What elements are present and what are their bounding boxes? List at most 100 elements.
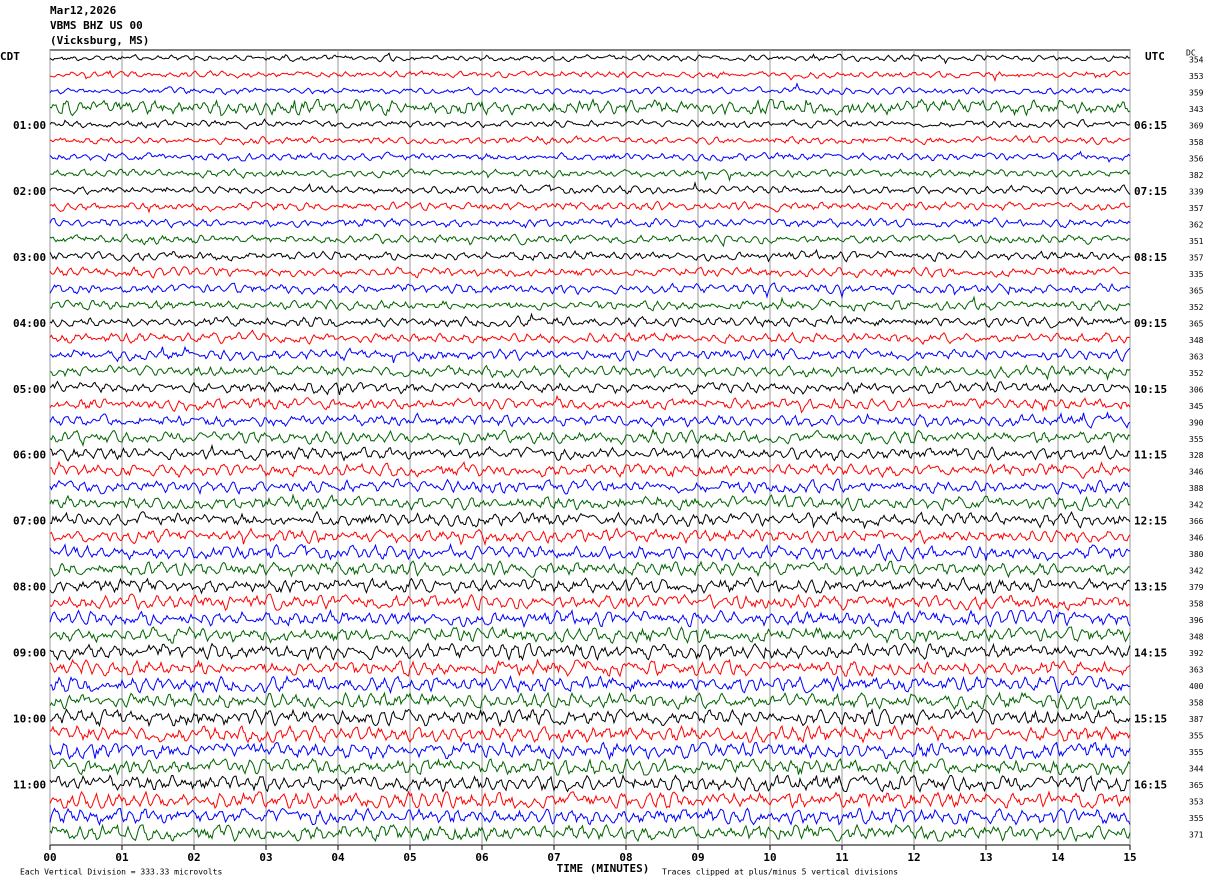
left-time-label: 11:00 — [13, 779, 46, 792]
dc-value: 348 — [1189, 633, 1204, 642]
trace — [49, 52, 1131, 65]
x-tick-label: 01 — [115, 851, 129, 864]
dc-value: 355 — [1189, 748, 1204, 757]
dc-value: 366 — [1189, 517, 1204, 526]
dc-value: 355 — [1189, 435, 1204, 444]
dc-value: 356 — [1189, 154, 1204, 163]
x-tick-label: 02 — [187, 851, 200, 864]
dc-value: 352 — [1189, 303, 1204, 312]
x-tick-label: 08 — [619, 851, 632, 864]
dc-value: 346 — [1189, 534, 1204, 543]
trace — [49, 181, 1131, 196]
trace — [49, 266, 1131, 279]
left-time-label: 08:00 — [13, 581, 46, 594]
trace — [49, 118, 1131, 130]
trace — [49, 674, 1131, 695]
x-tick-label: 07 — [547, 851, 560, 864]
left-time-label: 03:00 — [13, 251, 46, 264]
dc-value: 342 — [1189, 567, 1204, 576]
title-station: VBMS BHZ US 00 — [50, 19, 143, 32]
right-time-label: 06:15 — [1134, 119, 1167, 132]
x-tick-label: 10 — [763, 851, 776, 864]
right-time-label: 14:15 — [1134, 647, 1167, 660]
dc-value: 365 — [1189, 286, 1204, 295]
trace — [49, 527, 1131, 547]
left-time-label: 09:00 — [13, 647, 46, 660]
trace — [49, 493, 1130, 512]
dc-value: 363 — [1189, 666, 1204, 675]
dc-value: 335 — [1189, 270, 1204, 279]
trace — [49, 642, 1131, 662]
right-time-label: 09:15 — [1134, 317, 1167, 330]
right-time-label: 11:15 — [1134, 449, 1167, 462]
trace — [49, 380, 1131, 396]
trace — [49, 625, 1131, 645]
x-tick-label: 04 — [331, 851, 345, 864]
trace — [49, 345, 1131, 363]
dc-value: 365 — [1189, 781, 1204, 790]
trace — [49, 773, 1131, 793]
trace — [49, 69, 1131, 83]
right-time-label: 15:15 — [1134, 713, 1167, 726]
trace — [49, 200, 1131, 214]
dc-value: 344 — [1189, 765, 1204, 774]
trace — [49, 658, 1131, 678]
trace — [49, 593, 1131, 612]
dc-value: 382 — [1189, 171, 1204, 180]
dc-value: 371 — [1189, 831, 1204, 840]
trace — [49, 248, 1131, 263]
trace — [49, 741, 1131, 761]
dc-value: 396 — [1189, 616, 1204, 625]
left-time-label: 05:00 — [13, 383, 46, 396]
x-tick-label: 03 — [259, 851, 272, 864]
trace — [49, 295, 1131, 312]
trace — [49, 790, 1131, 810]
x-tick-label: 15 — [1123, 851, 1136, 864]
x-tick-label: 05 — [403, 851, 416, 864]
dc-value: 339 — [1189, 187, 1204, 196]
x-tick-label: 09 — [691, 851, 704, 864]
trace — [49, 282, 1131, 299]
trace — [49, 757, 1131, 776]
trace — [49, 691, 1131, 711]
dc-value: 400 — [1189, 682, 1204, 691]
dc-value: 365 — [1189, 319, 1204, 328]
right-time-label: 13:15 — [1134, 581, 1167, 594]
dc-value: 352 — [1189, 369, 1204, 378]
trace — [49, 807, 1131, 826]
x-axis-label: TIME (MINUTES) — [557, 862, 650, 875]
dc-value: 359 — [1189, 88, 1204, 97]
title-date: Mar12,2026 — [50, 4, 117, 17]
dc-value: 348 — [1189, 336, 1204, 345]
dc-value: 357 — [1189, 253, 1204, 262]
dc-value: 387 — [1189, 715, 1204, 724]
dc-label: DC — [1186, 49, 1196, 58]
dc-value: 392 — [1189, 649, 1204, 658]
trace — [49, 217, 1131, 229]
trace — [49, 150, 1131, 163]
x-tick-label: 11 — [835, 851, 849, 864]
footer-right: Traces clipped at plus/minus 5 vertical … — [662, 868, 898, 877]
trace — [49, 724, 1131, 744]
dc-value: 357 — [1189, 204, 1204, 213]
dc-value: 369 — [1189, 121, 1204, 130]
left-time-label: 10:00 — [13, 713, 46, 726]
dc-value: 354 — [1189, 56, 1204, 65]
dc-value: 353 — [1189, 798, 1204, 807]
dc-value: 342 — [1189, 501, 1204, 510]
dc-value: 388 — [1189, 484, 1204, 493]
trace — [49, 97, 1131, 117]
dc-value: 306 — [1189, 385, 1204, 394]
x-tick-label: 12 — [907, 851, 920, 864]
footer-left: Each Vertical Division = 333.33 microvol… — [20, 868, 222, 877]
left-time-label: 04:00 — [13, 317, 46, 330]
left-time-label: 06:00 — [13, 449, 46, 462]
trace — [49, 394, 1131, 414]
left-time-label: 01:00 — [13, 119, 46, 132]
title-location: (Vicksburg, MS) — [50, 34, 149, 47]
trace — [49, 608, 1131, 629]
x-tick-label: 06 — [475, 851, 489, 864]
right-time-label: 10:15 — [1134, 383, 1167, 396]
dc-value: 358 — [1189, 138, 1204, 147]
